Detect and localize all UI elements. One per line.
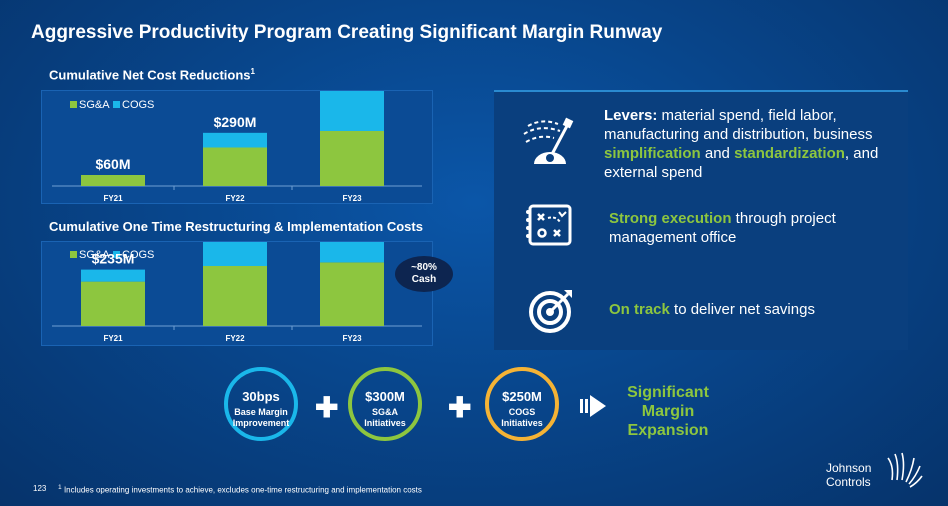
bar-sga xyxy=(81,281,145,326)
company-logo: Johnson Controls xyxy=(826,461,872,489)
bar-sga xyxy=(320,262,384,326)
logo-mark-icon xyxy=(887,452,923,488)
lever-row-1-text: Levers: material spend, field labor, man… xyxy=(604,107,879,181)
legend-swatch xyxy=(70,251,77,258)
x-tick-label: FY23 xyxy=(342,334,362,343)
base-margin-circle: 30bps Base Margin Improvement xyxy=(224,367,298,441)
arrow-right-icon xyxy=(580,395,606,417)
legend-swatch xyxy=(70,101,77,108)
bar-cogs xyxy=(203,132,267,148)
lever-row-3-text: On track to deliver net savings xyxy=(609,301,815,318)
bar-sga xyxy=(203,147,267,186)
lever-row-2-text: Strong execution through project managem… xyxy=(609,210,836,246)
gauge-lever-icon xyxy=(523,117,574,164)
x-tick-label: FY22 xyxy=(225,334,245,343)
x-tick-label: FY21 xyxy=(103,334,123,343)
legend-swatch xyxy=(113,251,120,258)
x-tick-label: FY22 xyxy=(225,194,245,203)
legend-swatch xyxy=(113,101,120,108)
sga-initiatives-circle: $300M SG&A Initiatives xyxy=(348,367,422,441)
legend-label: COGS xyxy=(122,99,154,111)
bar-sga xyxy=(203,266,267,326)
bar-total-label: $60M xyxy=(95,156,130,172)
bar-cogs xyxy=(320,91,384,131)
target-icon xyxy=(529,290,572,333)
levers-panel: Levers: material spend, field labor, man… xyxy=(494,90,908,350)
plus-icon: ✚ xyxy=(315,392,339,423)
bar-total-label: $235M xyxy=(92,251,135,267)
bar-sga xyxy=(81,175,145,186)
plus-icon: ✚ xyxy=(448,392,472,423)
bar-total-label: $290M xyxy=(214,114,257,130)
strategy-board-icon xyxy=(526,204,572,246)
page-title: Aggressive Productivity Program Creating… xyxy=(31,22,663,43)
x-tick-label: FY23 xyxy=(342,194,362,203)
x-tick-label: FY21 xyxy=(103,194,123,203)
legend-label: COGS xyxy=(122,249,154,261)
chart-1-title: Cumulative Net Cost Reductions1 xyxy=(49,67,255,83)
legend-label: SG&A xyxy=(79,249,110,261)
bar-cogs xyxy=(81,269,145,282)
margin-expansion-result: Significant Margin Expansion xyxy=(627,384,709,439)
bar-sga xyxy=(320,131,384,186)
cogs-initiatives-circle: $250M COGS Initiatives xyxy=(485,367,559,441)
legend-label: SG&A xyxy=(79,99,110,111)
bar-cogs xyxy=(203,242,267,266)
footnote: 1 Includes operating investments to achi… xyxy=(58,484,422,495)
page-number: 123 xyxy=(33,484,47,493)
bar-cogs xyxy=(320,242,384,263)
cash-callout: ~80% Cash xyxy=(395,256,453,292)
chart-2-title: Cumulative One Time Restructuring & Impl… xyxy=(49,219,423,234)
